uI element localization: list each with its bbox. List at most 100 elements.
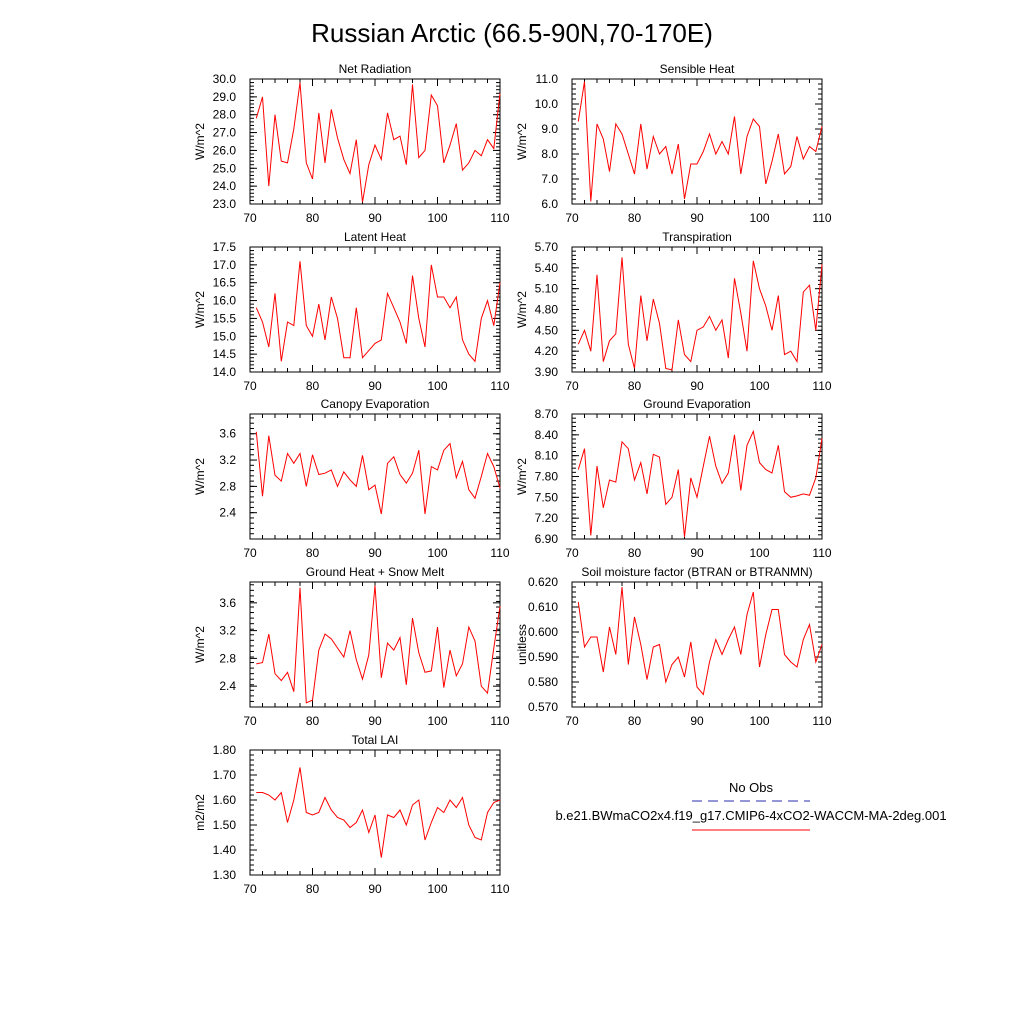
x-tick-label: 110	[490, 714, 509, 728]
y-tick-label: 14.5	[213, 347, 237, 361]
x-tick-label: 110	[812, 211, 831, 225]
y-tick-label: 5.70	[535, 240, 559, 254]
x-tick-label: 100	[427, 379, 447, 393]
y-tick-label: 2.4	[219, 679, 236, 693]
y-tick-label: 11.0	[536, 72, 559, 86]
x-tick-label: 110	[490, 211, 509, 225]
y-tick-label: 26.0	[213, 143, 237, 157]
y-tick-label: 1.40	[213, 843, 237, 857]
x-tick-label: 110	[812, 714, 831, 728]
panel-title: Soil moisture factor (BTRAN or BTRANMN)	[581, 565, 812, 579]
x-tick-label: 70	[565, 211, 579, 225]
y-tick-label: 0.600	[528, 625, 558, 639]
y-tick-label: 3.90	[535, 365, 559, 379]
x-tick-label: 90	[368, 379, 382, 393]
y-axis-label: W/m^2	[515, 123, 529, 160]
y-tick-label: 10.0	[535, 97, 559, 111]
y-tick-label: 5.40	[535, 261, 559, 275]
panel-frame	[249, 581, 501, 708]
panel-latent-heat: Latent Heat W/m^2 70 80 90 100 110 14.0 14.5 15.0…	[193, 230, 510, 393]
panel-ground-heat-snow-melt: Ground Heat + Snow Melt W/m^2 70 80 90 100 110…	[193, 565, 510, 728]
panel-frame	[571, 581, 823, 708]
x-tick-label: 110	[490, 379, 509, 393]
x-tick-label: 70	[243, 379, 257, 393]
y-tick-label: 27.0	[213, 126, 237, 140]
x-tick-label: 90	[368, 546, 382, 560]
y-tick-label: 1.30	[213, 868, 237, 882]
x-tick-label: 80	[306, 714, 320, 728]
y-axis-label: W/m^2	[193, 291, 207, 328]
x-tick-label: 110	[490, 546, 509, 560]
panel-title: Latent Heat	[344, 230, 407, 244]
series-line-transpiration	[577, 257, 823, 371]
y-tick-label: 6.90	[535, 532, 559, 546]
series-line-latent-heat	[255, 261, 501, 363]
panel-total-lai: Total LAI m2/m2 70 80 90 100 110 1.30 1.40 1.50 1.…	[193, 733, 510, 896]
series-line-ground-evaporation	[577, 429, 823, 537]
y-tick-label: 29.0	[213, 90, 237, 104]
y-axis-label: W/m^2	[515, 291, 529, 328]
series-line-soil-moisture-factor-btran-or-btranmn	[577, 586, 823, 696]
x-tick-label: 90	[690, 379, 704, 393]
panel-frame	[249, 78, 501, 205]
x-tick-label: 100	[749, 546, 769, 560]
x-tick-label: 80	[628, 211, 642, 225]
x-tick-label: 80	[628, 714, 642, 728]
y-tick-label: 2.4	[219, 506, 236, 520]
figure-title: Russian Arctic (66.5-90N,70-170E)	[311, 18, 713, 48]
x-tick-label: 100	[427, 882, 447, 896]
series-line-net-radiation	[255, 82, 501, 203]
legend-model-label: b.e21.BWmaCO2x4.f19_g17.CMIP6-4xCO2-WACC…	[555, 808, 946, 823]
y-tick-label: 0.620	[528, 575, 558, 589]
y-tick-label: 1.80	[213, 743, 237, 757]
x-tick-label: 80	[306, 882, 320, 896]
panel-frame	[571, 78, 823, 205]
y-tick-label: 9.0	[541, 122, 558, 136]
y-tick-label: 5.10	[535, 282, 559, 296]
panel-canopy-evaporation: Canopy Evaporation W/m^2 70 80 90 100 110 2.4 2.…	[193, 397, 510, 560]
y-tick-label: 15.0	[213, 329, 237, 343]
panel-title: Net Radiation	[339, 62, 412, 76]
x-tick-label: 80	[628, 379, 642, 393]
y-tick-label: 25.0	[213, 161, 237, 175]
x-tick-label: 70	[565, 714, 579, 728]
y-tick-label: 28.0	[213, 108, 237, 122]
x-tick-label: 100	[427, 546, 447, 560]
panel-title: Canopy Evaporation	[321, 397, 430, 411]
y-tick-label: 7.80	[535, 470, 559, 484]
x-tick-label: 100	[749, 211, 769, 225]
legend: No Obs b.e21.BWmaCO2x4.f19_g17.CMIP6-4xC…	[555, 780, 947, 831]
y-tick-label: 15.5	[213, 311, 237, 325]
y-tick-label: 14.0	[213, 365, 237, 379]
x-tick-label: 70	[243, 546, 257, 560]
x-tick-label: 90	[690, 211, 704, 225]
y-tick-label: 16.0	[213, 294, 237, 308]
panel-transpiration: Transpiration W/m^2 70 80 90 100 110 3.90 4.20 4.…	[515, 230, 832, 393]
panel-title: Sensible Heat	[660, 62, 735, 76]
y-tick-label: 30.0	[213, 72, 237, 86]
y-tick-label: 0.610	[528, 600, 558, 614]
legend-obs-label: No Obs	[729, 780, 774, 795]
x-tick-label: 70	[243, 714, 257, 728]
panel-frame	[571, 413, 823, 540]
y-tick-label: 7.20	[535, 511, 559, 525]
y-tick-label: 1.60	[213, 793, 237, 807]
x-tick-label: 110	[812, 546, 831, 560]
y-axis-label: unitless	[515, 624, 529, 665]
y-tick-label: 4.50	[535, 323, 559, 337]
x-tick-label: 110	[812, 379, 831, 393]
y-tick-label: 2.8	[219, 651, 236, 665]
x-tick-label: 90	[368, 882, 382, 896]
x-tick-label: 80	[628, 546, 642, 560]
panel-title: Ground Heat + Snow Melt	[306, 565, 445, 579]
y-tick-label: 6.0	[541, 197, 558, 211]
x-tick-label: 100	[749, 379, 769, 393]
x-tick-label: 100	[427, 714, 447, 728]
y-tick-label: 0.570	[528, 700, 558, 714]
y-tick-label: 4.20	[535, 344, 559, 358]
y-tick-label: 17.5	[213, 240, 237, 254]
y-axis-label: W/m^2	[193, 123, 207, 160]
panel-frame	[249, 246, 501, 373]
panel-soil-moisture-factor-btran-or-btranmn: Soil moisture factor (BTRAN or BTRANMN) u…	[515, 565, 832, 728]
